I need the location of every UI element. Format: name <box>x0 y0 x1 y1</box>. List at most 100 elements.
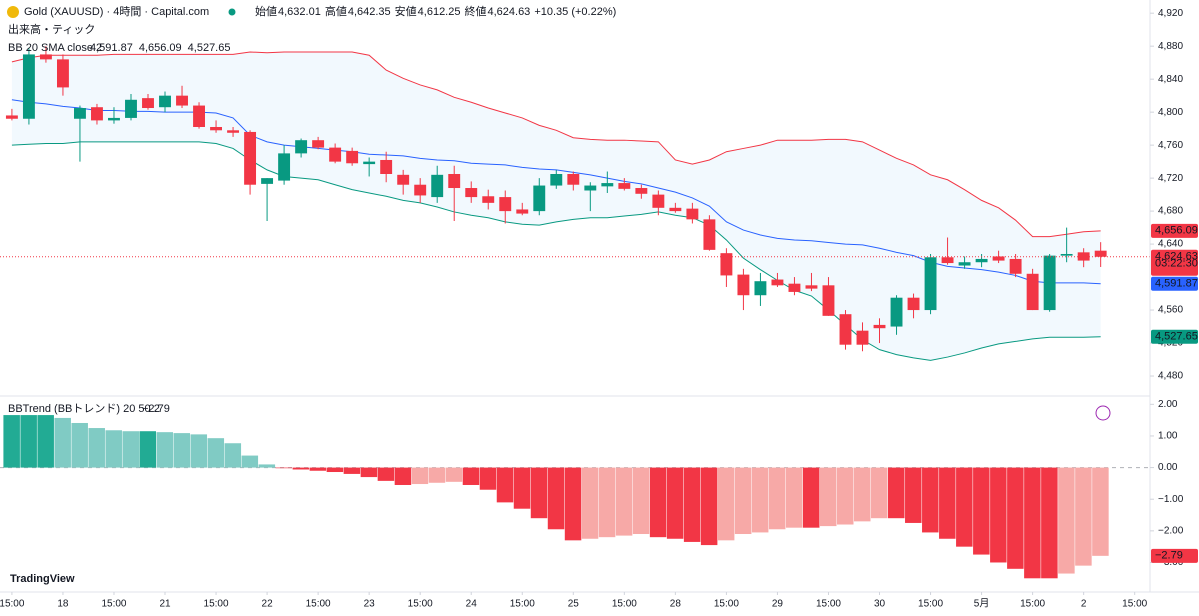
candle-body <box>533 185 546 212</box>
y-tick-label: −1.00 <box>1158 494 1184 505</box>
y-tick-label: 4,800 <box>1158 107 1183 118</box>
candle-body <box>414 184 427 196</box>
candle-body <box>397 174 410 185</box>
candle-body <box>703 219 716 250</box>
candle-body <box>737 274 750 296</box>
histogram-bar <box>1041 467 1058 579</box>
candle-body <box>346 150 359 164</box>
candle-body <box>686 208 699 220</box>
candle-body <box>159 95 171 108</box>
y-tick-label: −2.00 <box>1158 525 1184 536</box>
y-tick-label: 0.00 <box>1158 462 1178 473</box>
histogram-bar <box>956 467 973 547</box>
histogram-bar <box>802 467 820 528</box>
symbol-icon <box>7 6 19 18</box>
volume-label: 出来高・ティック <box>8 22 95 36</box>
candle-body <box>856 330 869 345</box>
indicator-value: 4,527.65 <box>188 42 231 54</box>
candle-body <box>822 285 835 316</box>
x-tick-label: 15:00 <box>1020 599 1045 610</box>
candle-body <box>516 209 529 214</box>
ohlc-label: 終値 <box>464 4 486 18</box>
ohlc-label: 高値 <box>325 4 347 18</box>
x-tick-label: 15:00 <box>714 599 739 610</box>
x-tick-label: 18 <box>57 599 69 610</box>
x-tick-label: 15:00 <box>918 599 943 610</box>
candle-body <box>669 207 682 212</box>
x-tick-label: 30 <box>874 599 886 610</box>
candle-body <box>618 183 631 189</box>
candle-body <box>1060 253 1073 256</box>
histogram-bar <box>1058 467 1075 574</box>
last-value-tag: 4,591.87 <box>1155 278 1198 290</box>
histogram-bar <box>360 467 378 478</box>
histogram-bar <box>836 467 854 525</box>
histogram-bar <box>292 467 310 470</box>
band-line <box>11 51 1101 238</box>
histogram-bar <box>547 467 565 530</box>
x-tick-label: 15:00 <box>1122 599 1147 610</box>
histogram-bar <box>564 467 582 541</box>
histogram-bar <box>922 467 939 533</box>
candle-body <box>788 283 801 292</box>
x-tick-label: 21 <box>159 599 171 610</box>
candle-body <box>1094 250 1107 257</box>
histogram-bar <box>751 467 769 533</box>
candle-body <box>56 59 69 88</box>
histogram-bar <box>241 455 259 468</box>
histogram-bar <box>871 467 888 519</box>
histogram-bar <box>734 467 752 535</box>
y-tick-label: 2.00 <box>1158 399 1178 410</box>
histogram-bar <box>343 467 361 474</box>
symbol-title[interactable]: Gold (XAUUSD) · 4時間 · Capital.com <box>24 5 209 18</box>
y-tick-label: 1.00 <box>1158 431 1178 442</box>
alert-icon[interactable] <box>1095 405 1111 421</box>
ohlc-value: 4,624.63 <box>487 6 530 18</box>
y-tick-label: 4,760 <box>1158 140 1183 151</box>
histogram-bar <box>37 415 54 468</box>
histogram-bar <box>990 467 1007 563</box>
x-tick-label: 28 <box>670 599 682 610</box>
candle-body <box>210 126 223 131</box>
indicator-label[interactable]: BBTrend (BBトレンド) 20 50 2 <box>8 403 160 415</box>
price-change: +10.35 (+0.22%) <box>534 6 616 18</box>
histogram-bar <box>496 467 514 503</box>
ohlc-value: 4,642.35 <box>348 6 391 18</box>
indicator-label[interactable]: BB 20 SMA close 2 <box>8 42 102 54</box>
histogram-bar <box>105 430 122 468</box>
candle-body <box>567 173 580 185</box>
candle-body <box>652 194 665 208</box>
histogram-bar <box>71 422 88 468</box>
candle-body <box>74 108 86 119</box>
candle-body <box>601 183 614 187</box>
histogram-bar <box>1007 467 1024 569</box>
countdown: 03:22:30 <box>1155 258 1198 270</box>
candle-body <box>890 297 903 327</box>
histogram-bar <box>683 467 701 542</box>
histogram-bar <box>1075 467 1092 566</box>
candle-body <box>448 173 461 189</box>
candle-body <box>873 324 886 329</box>
histogram-bar <box>649 467 667 538</box>
candle-body <box>958 262 971 266</box>
histogram-bar <box>224 443 242 468</box>
y-tick-label: 4,840 <box>1158 74 1183 85</box>
histogram-bar <box>819 467 837 527</box>
last-value-tag: −2.79 <box>1155 550 1183 562</box>
candle-body <box>261 178 274 184</box>
histogram-bar <box>700 467 718 546</box>
last-value-tag-bg <box>1151 223 1198 238</box>
histogram-bar <box>717 467 735 541</box>
ohlc-value: 4,612.25 <box>418 6 461 18</box>
candle-body <box>329 147 342 162</box>
x-tick-label: 2 <box>1081 599 1087 610</box>
x-tick-label: 15:00 <box>204 599 229 610</box>
candle-body <box>482 196 495 203</box>
histogram-bar <box>88 428 105 468</box>
histogram-bar <box>190 434 208 468</box>
indicator-value: 4,591.87 <box>90 42 133 54</box>
x-tick-label: 15:00 <box>408 599 433 610</box>
histogram-bar <box>258 464 276 468</box>
candle-body <box>465 188 478 198</box>
